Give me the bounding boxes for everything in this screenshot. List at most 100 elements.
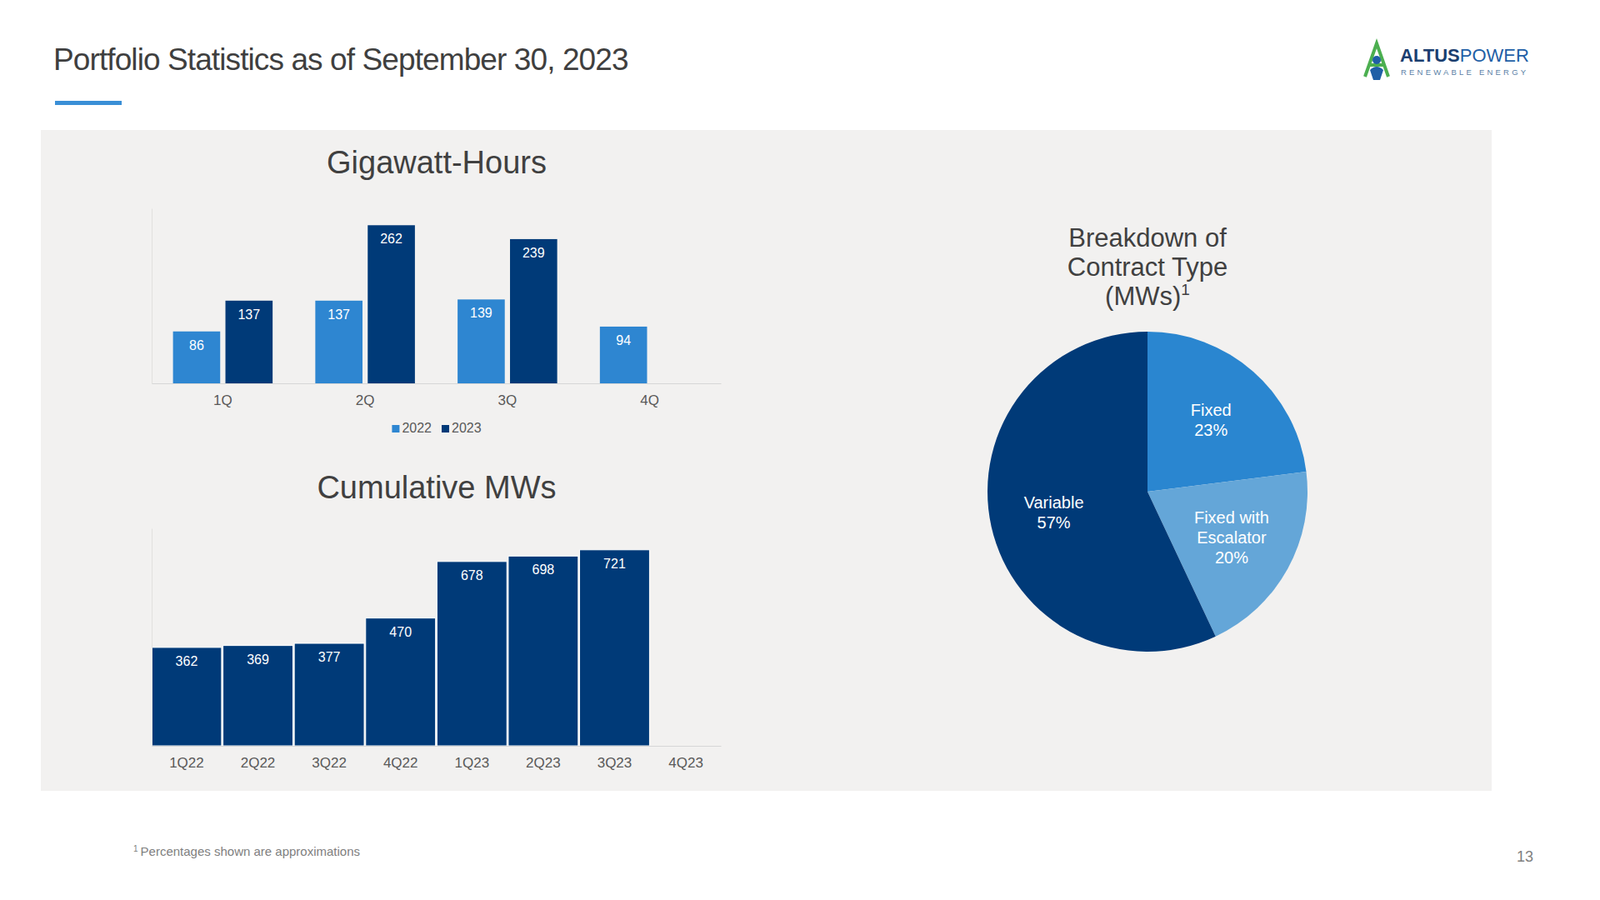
bar	[315, 300, 363, 384]
slice-value: 57%	[1037, 513, 1071, 532]
y-axis	[151, 529, 153, 747]
chart-title: Gigawatt-Hours	[326, 145, 547, 180]
x-tick: 4Q22	[383, 755, 419, 771]
x-tick: 1Q22	[169, 755, 205, 771]
data-label: 721	[603, 556, 626, 571]
slice-name-line: Variable	[1024, 493, 1085, 512]
bar	[580, 550, 650, 746]
page-number: 13	[1516, 848, 1534, 865]
y-axis	[151, 209, 153, 385]
logo-secondary: POWER	[1460, 45, 1530, 66]
bar	[457, 299, 505, 384]
bar	[225, 300, 274, 384]
footnote: 1Percentages shown are approximations	[133, 844, 360, 859]
slice-name-line: Fixed	[1190, 400, 1232, 420]
data-label: 678	[460, 568, 484, 583]
chart-title: Breakdown ofContract Type(MWs)1	[1067, 223, 1228, 311]
slice-name: Variable	[1024, 493, 1085, 512]
slice-labels: Fixed23% Fixed withEscalator20% Variable57…	[1024, 400, 1270, 568]
slice-value: 23%	[1194, 420, 1228, 440]
page-title: Portfolio Statistics as of September 30,…	[53, 42, 629, 77]
data-label: 139	[470, 305, 493, 320]
bar	[508, 555, 579, 746]
logo-tagline: RENEWABLE ENERGY	[1400, 67, 1529, 77]
legend: 2022 2023	[391, 420, 481, 435]
data-label: 470	[389, 625, 412, 640]
y-axis-line	[151, 529, 153, 747]
legend-item: 2022	[391, 420, 432, 435]
pie-chart: Breakdown ofContract Type(MWs)1Fixed23%F…	[987, 223, 1308, 652]
legend-swatch	[391, 425, 400, 433]
panel-background	[40, 130, 1492, 791]
page: Portfolio Statistics as of September 30,…	[0, 0, 1600, 900]
logo-primary: ALTUS	[1400, 45, 1460, 66]
x-tick-label: 1Q23	[454, 755, 490, 771]
logo-icon-body	[1370, 66, 1384, 80]
bar	[436, 561, 507, 746]
data-labels: 362 369 377 470 678 698 721	[175, 556, 626, 669]
x-tick-label: 4Q22	[383, 755, 419, 771]
x-tick-label: 4Q	[640, 392, 660, 409]
logo-name: ALTUSPOWER	[1400, 45, 1530, 66]
bars	[173, 225, 648, 384]
title-underline	[55, 100, 122, 105]
bar	[173, 331, 221, 384]
slice-name-line: Fixed with	[1194, 508, 1270, 527]
x-axis: 1Q 2Q 3Q 4Q	[152, 384, 722, 410]
bar	[151, 647, 222, 746]
x-tick: 2Q22	[240, 755, 276, 771]
footnote-marker: 1	[133, 844, 139, 854]
slice-name: Fixed withEscalator	[1194, 508, 1270, 547]
bars	[151, 550, 650, 746]
data-label: 86	[189, 338, 205, 353]
bar-chart: Cumulative MWs3623693774706786987211Q222…	[151, 470, 722, 771]
bar-chart: Gigawatt-Hours86137139941372622391Q2Q3Q4…	[152, 145, 722, 435]
x-tick-label: 3Q23	[597, 755, 633, 771]
legend-label: 2023	[451, 420, 482, 435]
x-tick-label: 1Q22	[169, 755, 205, 771]
logo-icon-head	[1372, 55, 1381, 65]
x-tick: 3Q	[498, 392, 518, 409]
bar	[365, 618, 436, 746]
x-tick-label: 2Q	[355, 392, 375, 409]
data-label: 137	[327, 307, 350, 322]
footnote-ref: 1	[1180, 280, 1190, 299]
data-label: 369	[246, 652, 270, 667]
data-label: 698	[532, 562, 555, 577]
x-tick: 2Q23	[525, 755, 561, 771]
x-tick: 4Q23	[668, 755, 704, 771]
x-axis-line	[152, 745, 722, 747]
x-tick-label: 2Q23	[525, 755, 561, 771]
data-label: 377	[318, 650, 341, 665]
data-label: 362	[175, 654, 199, 669]
x-tick: 1Q23	[454, 755, 490, 771]
slice-name: Fixed	[1190, 400, 1232, 420]
x-tick: 1Q	[213, 392, 233, 409]
x-tick: 3Q23	[597, 755, 633, 771]
y-axis-line	[151, 209, 153, 385]
legend-label: 2022	[401, 420, 432, 435]
x-tick-label: 3Q22	[311, 755, 347, 771]
x-tick: 2Q	[355, 392, 375, 409]
data-label: 262	[380, 231, 403, 246]
chart-title-line: Breakdown of	[1068, 223, 1227, 253]
slice	[987, 331, 1216, 652]
slice-name-line: Escalator	[1196, 528, 1267, 547]
chart-title-line: (MWs)	[1105, 281, 1181, 311]
bar	[510, 239, 558, 384]
chart-title-line: Contract Type	[1067, 252, 1228, 282]
x-tick: 4Q	[640, 392, 660, 409]
bar	[294, 643, 365, 746]
x-axis-line	[152, 383, 722, 385]
x-tick-label: 1Q	[213, 392, 233, 409]
slice-value: 20%	[1215, 548, 1249, 567]
x-tick-label: 4Q23	[668, 755, 704, 771]
data-label: 239	[522, 245, 545, 260]
x-axis: 1Q22 2Q22 3Q22 4Q22 1Q23 2Q23 3Q23 4Q23	[152, 746, 722, 772]
x-tick-label: 3Q	[498, 392, 518, 409]
x-tick: 3Q22	[311, 755, 347, 771]
bar	[223, 645, 294, 746]
data-label: 137	[237, 307, 260, 322]
footnote-text: Percentages shown are approximations	[140, 844, 360, 859]
data-labels: 8613713994137262239	[189, 231, 631, 352]
